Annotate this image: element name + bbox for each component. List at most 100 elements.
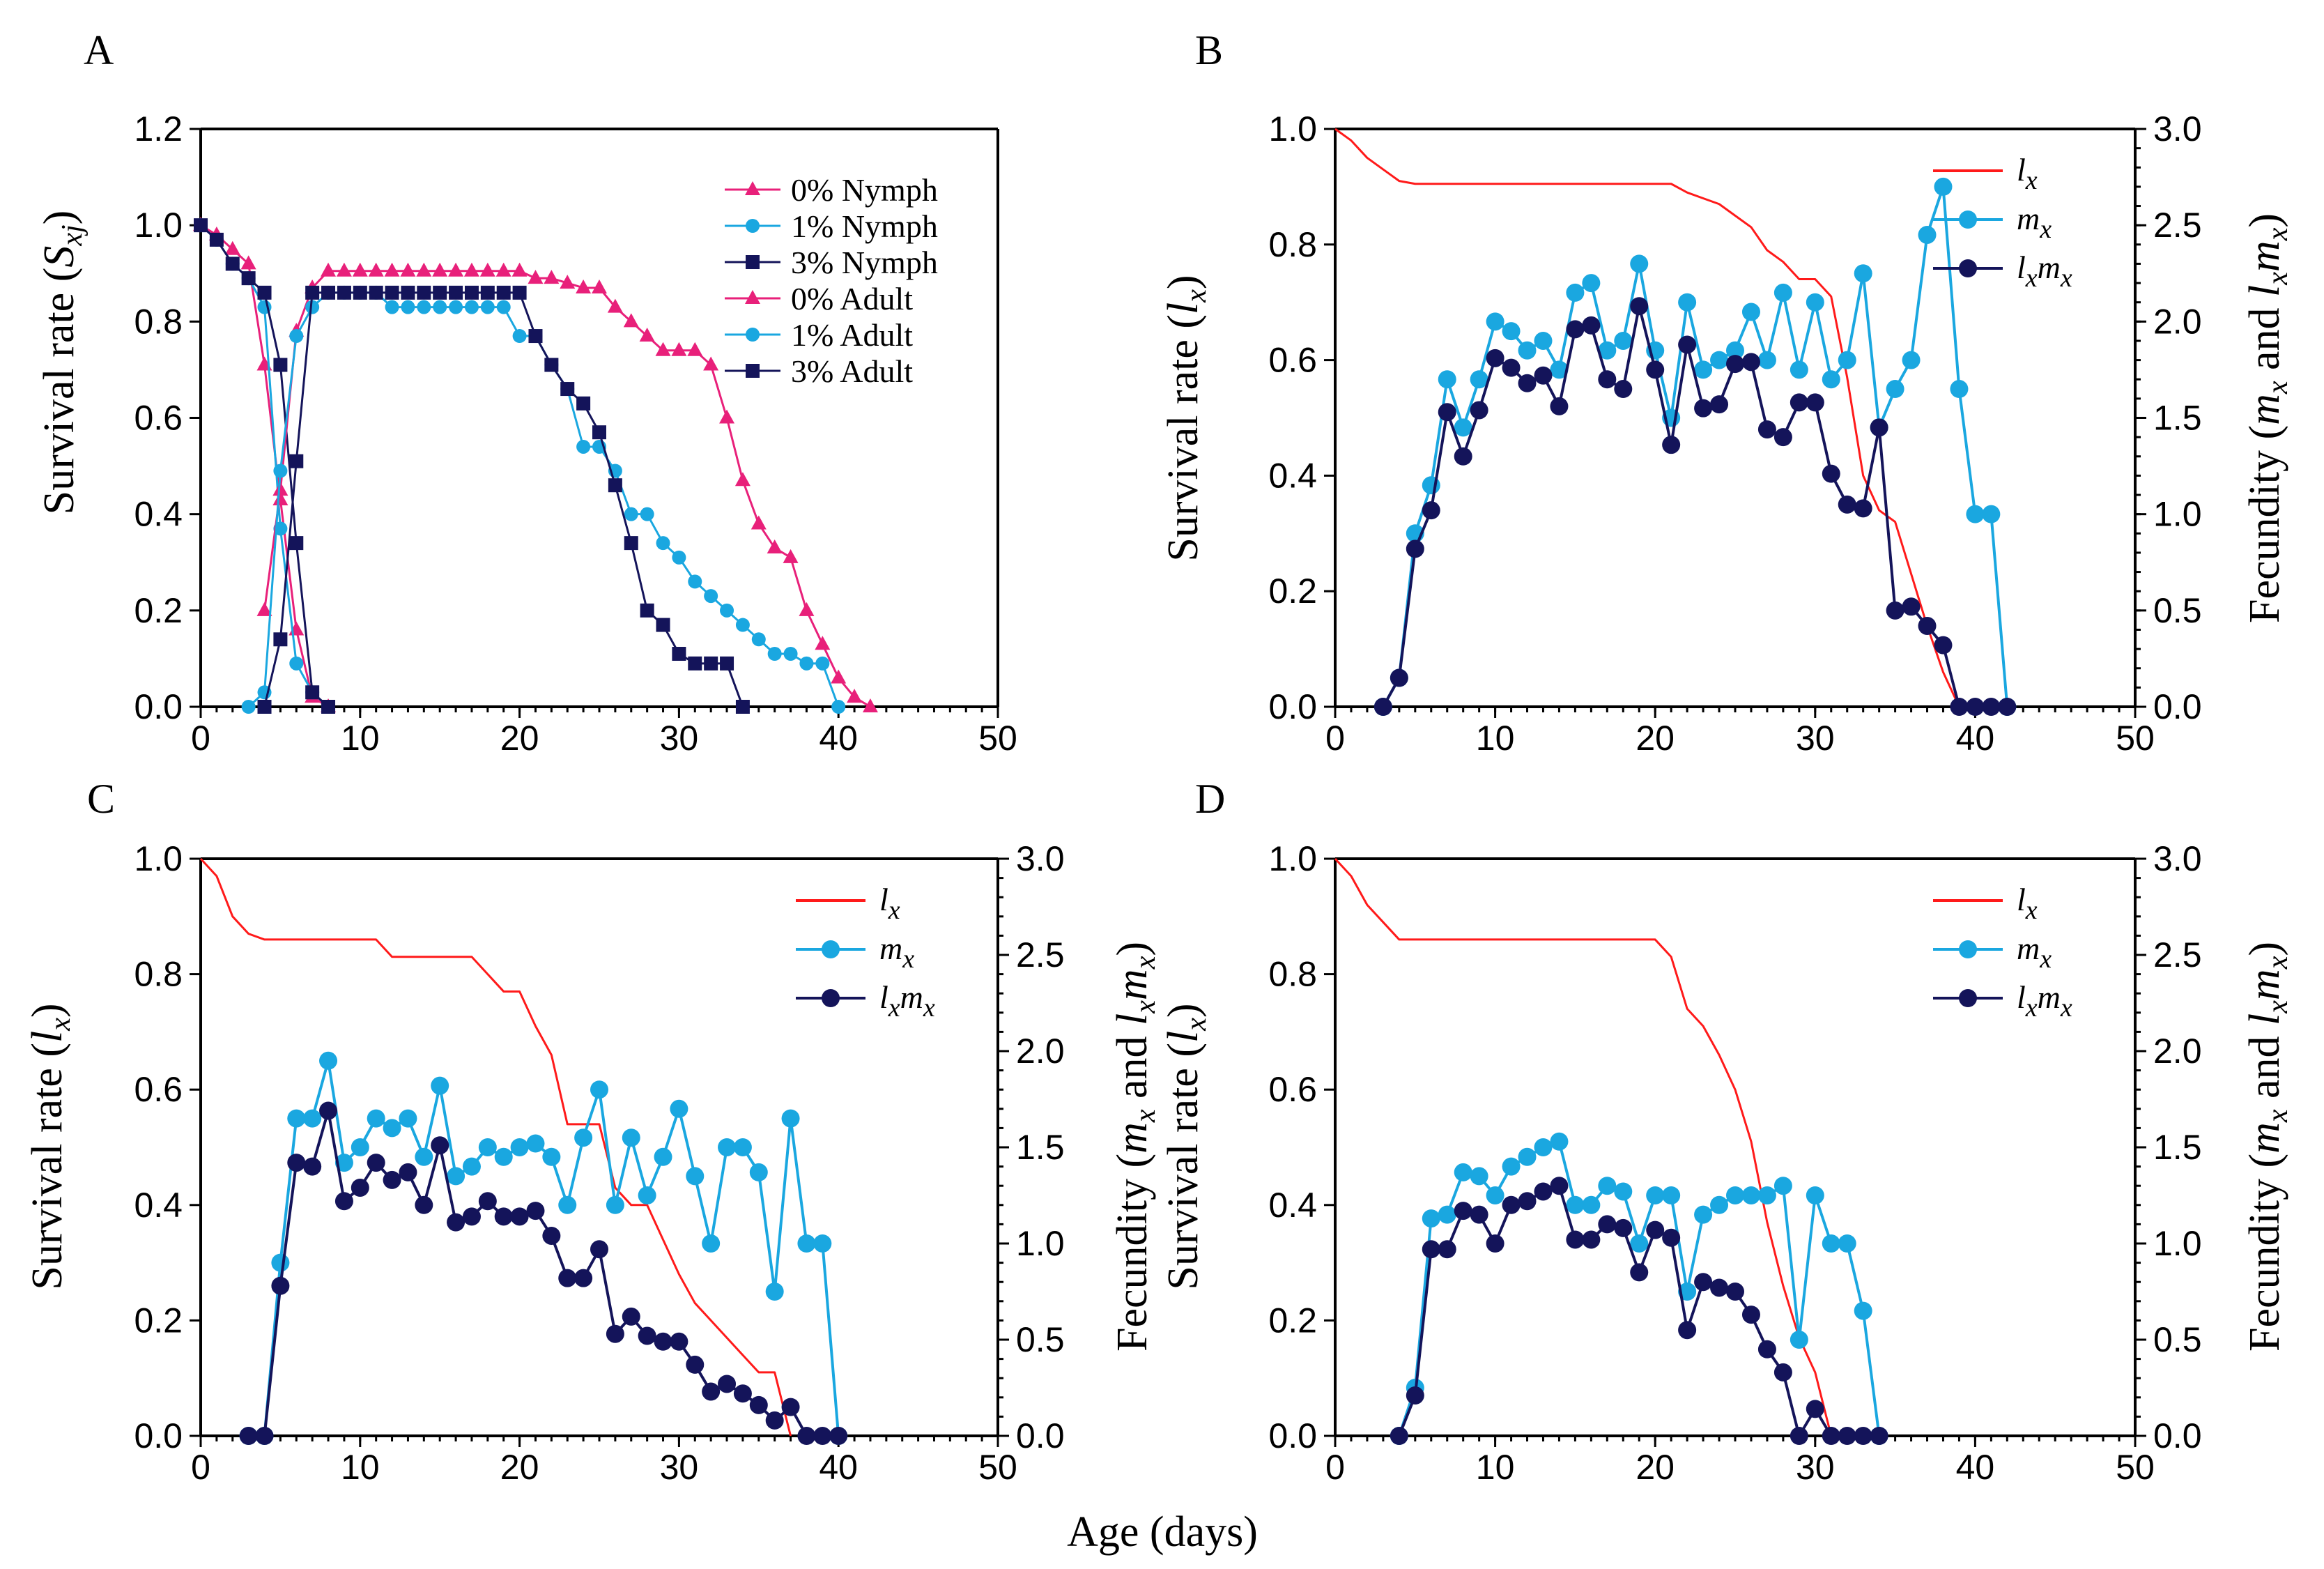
y-tick-label-right: 2.0 bbox=[1016, 1032, 1065, 1071]
x-tick-label: 20 bbox=[1636, 719, 1675, 758]
lxmx-marker bbox=[1373, 698, 1392, 716]
series-marker-2 bbox=[305, 685, 320, 700]
lxmx-marker bbox=[431, 1136, 449, 1155]
legend-sub: x bbox=[902, 944, 914, 974]
series-marker-4 bbox=[656, 536, 670, 551]
lxmx-marker bbox=[733, 1384, 752, 1403]
series-marker-5 bbox=[496, 285, 511, 300]
series-marker-4 bbox=[496, 300, 511, 314]
legend-var: l bbox=[2017, 979, 2026, 1015]
lxmx-marker bbox=[1790, 1427, 1808, 1445]
legend-label-1: mx bbox=[2017, 201, 2052, 244]
lxmx-marker bbox=[749, 1395, 768, 1414]
lxmx-marker bbox=[510, 1207, 529, 1226]
mx-marker bbox=[542, 1147, 561, 1166]
mx-marker bbox=[383, 1119, 401, 1138]
series-marker-3 bbox=[847, 689, 863, 703]
y-tick-label-left: 0.0 bbox=[1268, 1416, 1317, 1455]
mx-marker bbox=[478, 1138, 497, 1156]
series-marker-2 bbox=[273, 358, 288, 372]
mx-marker bbox=[1534, 331, 1553, 350]
series-marker-2 bbox=[209, 232, 224, 247]
lxmx-marker bbox=[1854, 499, 1872, 518]
lxmx-marker bbox=[1710, 1278, 1729, 1297]
series-marker-0 bbox=[240, 255, 256, 270]
series-marker-4 bbox=[273, 464, 288, 478]
lxmx-marker bbox=[1710, 395, 1729, 414]
series-marker-4 bbox=[512, 329, 527, 344]
lxmx-marker bbox=[1870, 418, 1888, 437]
mx-marker bbox=[1598, 341, 1617, 360]
y-tick-label-right: 1.5 bbox=[2153, 399, 2202, 438]
series-marker-3 bbox=[256, 602, 272, 616]
lxmx-marker bbox=[1822, 1427, 1840, 1445]
legend-sub: x bbox=[2039, 944, 2052, 974]
panel-a-ylabel: Survival rate (Sxj) bbox=[36, 211, 89, 515]
lxmx-marker bbox=[1662, 436, 1681, 454]
lxmx-marker bbox=[1646, 360, 1665, 379]
mx-marker bbox=[1694, 360, 1713, 379]
series-marker-5 bbox=[656, 618, 670, 632]
lxmx-marker bbox=[1582, 316, 1601, 335]
lxmx-marker bbox=[1550, 397, 1569, 415]
panel-c-ylabel-left: Survival rate (lx) bbox=[24, 1003, 77, 1289]
series-marker-2 bbox=[225, 257, 240, 271]
lxmx-marker bbox=[1518, 374, 1537, 392]
series-marker-3 bbox=[528, 270, 544, 284]
lxmx-marker bbox=[478, 1192, 497, 1211]
mx-marker bbox=[1806, 1186, 1824, 1204]
lxmx-marker bbox=[1694, 1273, 1713, 1292]
legend-sub: x bbox=[2025, 896, 2038, 925]
series-marker-5 bbox=[640, 603, 654, 618]
series-marker-4 bbox=[640, 507, 654, 521]
series-marker-5 bbox=[608, 478, 622, 493]
mx-marker bbox=[1614, 331, 1633, 350]
mx-marker bbox=[1566, 1195, 1585, 1214]
mx-marker bbox=[1806, 293, 1824, 312]
mx-marker bbox=[1854, 1301, 1872, 1320]
series-marker-4 bbox=[449, 300, 463, 314]
lxmx-marker bbox=[1790, 393, 1808, 412]
mx-marker bbox=[287, 1109, 306, 1128]
lxmx-marker bbox=[1614, 380, 1633, 399]
legend-var: m bbox=[2017, 931, 2040, 966]
x-tick-label: 10 bbox=[341, 1448, 380, 1487]
y-tick-label-right: 2.0 bbox=[2153, 302, 2202, 341]
mx-marker bbox=[622, 1128, 640, 1147]
panel-d: D Survival rate (lx) Fecundity (mx and l… bbox=[1160, 776, 2294, 1487]
mx-marker bbox=[1454, 1163, 1472, 1181]
legend-label-1: mx bbox=[879, 931, 914, 974]
mx-marker bbox=[1966, 505, 1985, 523]
series-marker-3 bbox=[671, 342, 687, 356]
y-tick-label-left: 0.6 bbox=[1268, 341, 1317, 380]
lxmx-marker bbox=[765, 1411, 784, 1430]
lxmx-marker bbox=[1773, 1363, 1792, 1382]
lxmx-marker bbox=[1534, 1182, 1553, 1201]
series-marker-2 bbox=[289, 536, 304, 551]
series-marker-3 bbox=[607, 298, 623, 313]
lxmx-marker bbox=[1741, 353, 1760, 372]
lxmx-marker bbox=[797, 1427, 816, 1445]
lxmx-marker bbox=[1550, 1177, 1569, 1195]
lxmx-marker bbox=[1694, 399, 1713, 418]
series-marker-3 bbox=[862, 698, 878, 712]
lxmx-marker bbox=[1806, 393, 1824, 412]
lxmx-marker bbox=[1726, 355, 1744, 374]
lxmx-marker bbox=[702, 1382, 721, 1401]
y-tick-label-right: 1.0 bbox=[2153, 1224, 2202, 1263]
lxmx-marker bbox=[1598, 1215, 1617, 1234]
series-marker-4 bbox=[815, 656, 830, 671]
mx-marker bbox=[1918, 225, 1937, 244]
lx-line bbox=[199, 857, 792, 1437]
x-tick-label: 20 bbox=[1636, 1448, 1675, 1487]
series-marker-5 bbox=[321, 285, 336, 300]
y-tick-label-right: 0.0 bbox=[2153, 687, 2202, 726]
series-marker-4 bbox=[767, 647, 782, 661]
series-marker-4 bbox=[799, 656, 814, 671]
lxmx-marker bbox=[1757, 1340, 1776, 1358]
mx-marker bbox=[654, 1147, 672, 1166]
lxmx-marker bbox=[558, 1269, 577, 1287]
mx-marker bbox=[1502, 322, 1521, 341]
series-marker-5 bbox=[449, 285, 463, 300]
